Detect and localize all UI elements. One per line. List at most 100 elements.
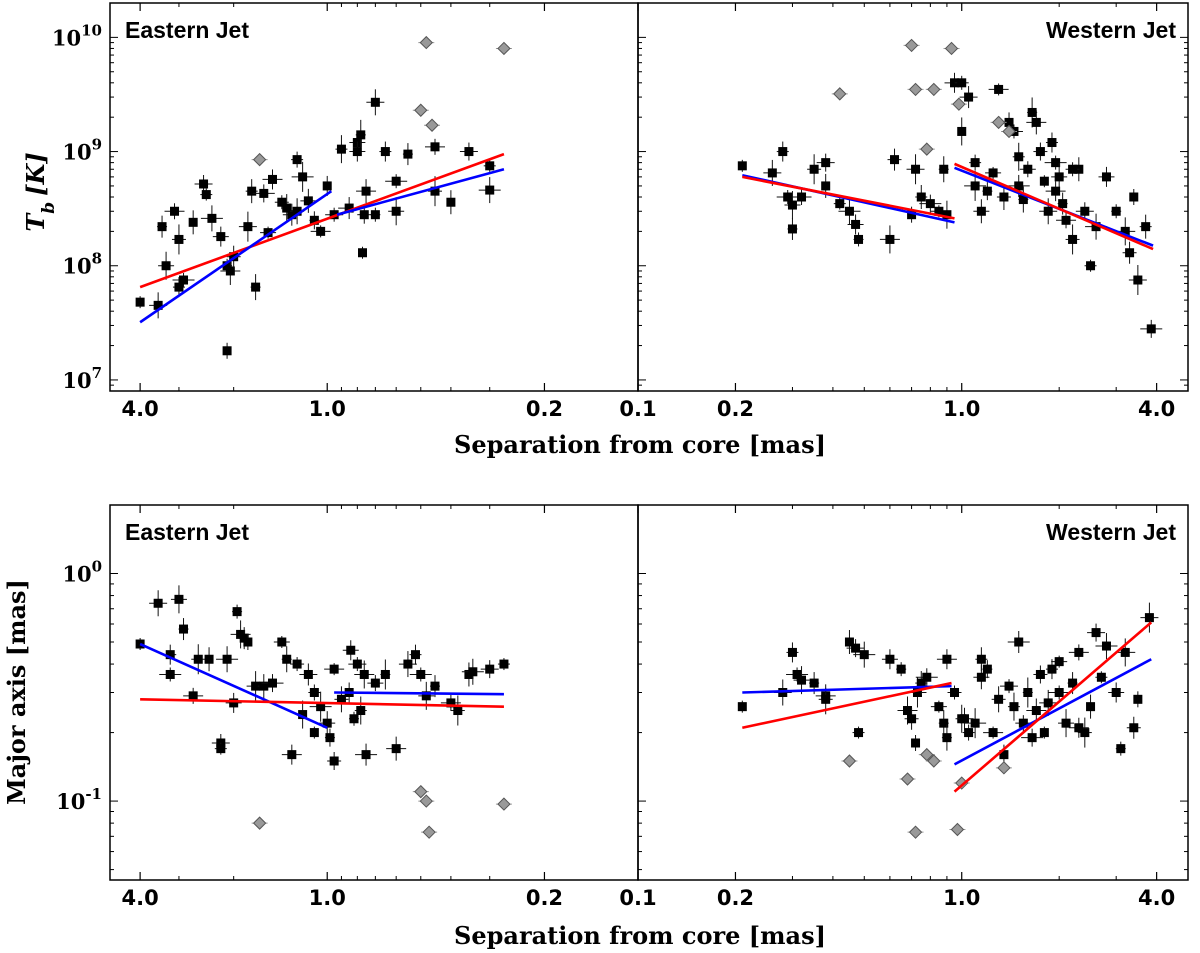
data-point-43 — [1051, 158, 1061, 168]
data-point-56 — [1133, 694, 1143, 704]
data-point-18 — [247, 186, 257, 196]
x-tick-label-2: 0.2 — [526, 886, 563, 910]
data-point-21 — [282, 654, 292, 664]
x-tick-label-3: 4.0 — [1138, 886, 1175, 910]
data-point-39 — [359, 210, 369, 220]
data-point-42 — [410, 650, 420, 660]
data-point-16 — [243, 637, 253, 647]
data-point-2 — [165, 650, 175, 660]
y-axis-title-tb-sub: b — [39, 202, 59, 214]
data-point-27 — [970, 718, 980, 728]
data-point-10 — [216, 744, 226, 754]
excluded-point-7 — [997, 761, 1011, 775]
data-point-6 — [797, 192, 807, 202]
panel-title-major-eastern: Eastern Jet — [125, 519, 249, 545]
data-point-8 — [204, 654, 214, 664]
data-point-40 — [1039, 728, 1049, 738]
data-point-15 — [907, 714, 917, 724]
data-point-49 — [464, 147, 474, 157]
excluded-point-2 — [419, 794, 433, 808]
data-point-19 — [925, 199, 935, 209]
data-point-3 — [783, 192, 793, 202]
data-point-24 — [298, 710, 308, 720]
data-point-61 — [1018, 195, 1028, 205]
data-point-41 — [1043, 206, 1053, 216]
data-point-48 — [1086, 702, 1096, 712]
excluded-point-2 — [920, 142, 934, 156]
data-point-13 — [222, 261, 232, 271]
data-point-12 — [229, 698, 239, 708]
data-point-29 — [325, 733, 335, 743]
data-point-4 — [174, 594, 184, 604]
data-point-1 — [153, 300, 163, 310]
data-point-50 — [499, 659, 509, 669]
data-point-28 — [976, 206, 986, 216]
data-point-61 — [942, 733, 952, 743]
data-point-16 — [911, 738, 921, 748]
data-point-42 — [380, 147, 390, 157]
y-tick-label-base-3: 10 — [52, 25, 81, 50]
data-point-9 — [821, 158, 831, 168]
data-point-25 — [960, 714, 970, 724]
x-tick-label-0: 0.1 — [619, 886, 656, 910]
plot-frame-tb-eastern — [109, 2, 639, 392]
data-point-54 — [359, 669, 369, 679]
data-point-22 — [287, 750, 297, 760]
y-tick-label-exp-1: 0 — [92, 558, 102, 576]
data-point-46 — [1061, 215, 1071, 225]
data-point-49 — [485, 664, 495, 674]
data-point-51 — [468, 667, 478, 677]
data-point-16 — [907, 210, 917, 220]
data-point-24 — [282, 203, 292, 213]
data-point-14 — [885, 234, 895, 244]
data-point-37 — [356, 130, 366, 140]
data-point-42 — [1047, 664, 1057, 674]
data-point-18 — [916, 678, 926, 688]
data-point-7 — [821, 694, 831, 704]
data-point-45 — [430, 681, 440, 691]
data-point-35 — [344, 203, 354, 213]
data-point-7 — [193, 654, 203, 664]
data-point-13 — [854, 234, 864, 244]
data-point-1 — [767, 168, 777, 178]
data-point-39 — [1035, 669, 1045, 679]
data-point-3 — [792, 669, 802, 679]
data-point-54 — [1120, 647, 1130, 657]
plot-content-tb-western: 0.1 0.2 1.0 4.0 — [619, 2, 1188, 421]
data-point-40 — [1039, 176, 1049, 186]
y-tick-label-3: 1010 — [52, 21, 102, 50]
excluded-point-3 — [908, 82, 923, 97]
data-point-52 — [346, 645, 356, 655]
data-point-23 — [950, 688, 960, 697]
data-point-7 — [809, 164, 819, 174]
excluded-point-4 — [425, 118, 439, 132]
x-tick-label-3: 4.0 — [1138, 397, 1175, 421]
y-tick-label-exp-0: 7 — [92, 364, 102, 382]
data-point-55 — [1125, 248, 1135, 258]
y-axis-title-tb-main: T — [21, 212, 50, 232]
data-point-46 — [446, 698, 456, 708]
data-point-4 — [161, 261, 171, 271]
data-point-20 — [934, 702, 944, 712]
y-axis-title-major: Major axis [mas] — [2, 579, 31, 805]
data-point-31 — [336, 694, 346, 704]
excluded-point-1 — [904, 38, 919, 53]
data-point-12 — [851, 219, 861, 229]
fit-line-1 — [140, 698, 504, 708]
data-point-20 — [277, 637, 287, 647]
data-point-59 — [1146, 324, 1156, 334]
data-point-6 — [170, 206, 180, 216]
data-point-62 — [1051, 186, 1061, 196]
data-point-44 — [391, 206, 401, 216]
data-point-28 — [322, 718, 332, 728]
y-tick-label-exp-2: 9 — [92, 136, 102, 154]
data-point-43 — [416, 669, 426, 679]
data-point-30 — [329, 664, 339, 674]
data-point-46 — [1074, 647, 1084, 657]
data-point-52 — [1111, 688, 1121, 697]
data-point-36 — [1018, 718, 1028, 728]
data-point-47 — [453, 706, 463, 716]
data-point-53 — [370, 210, 380, 220]
